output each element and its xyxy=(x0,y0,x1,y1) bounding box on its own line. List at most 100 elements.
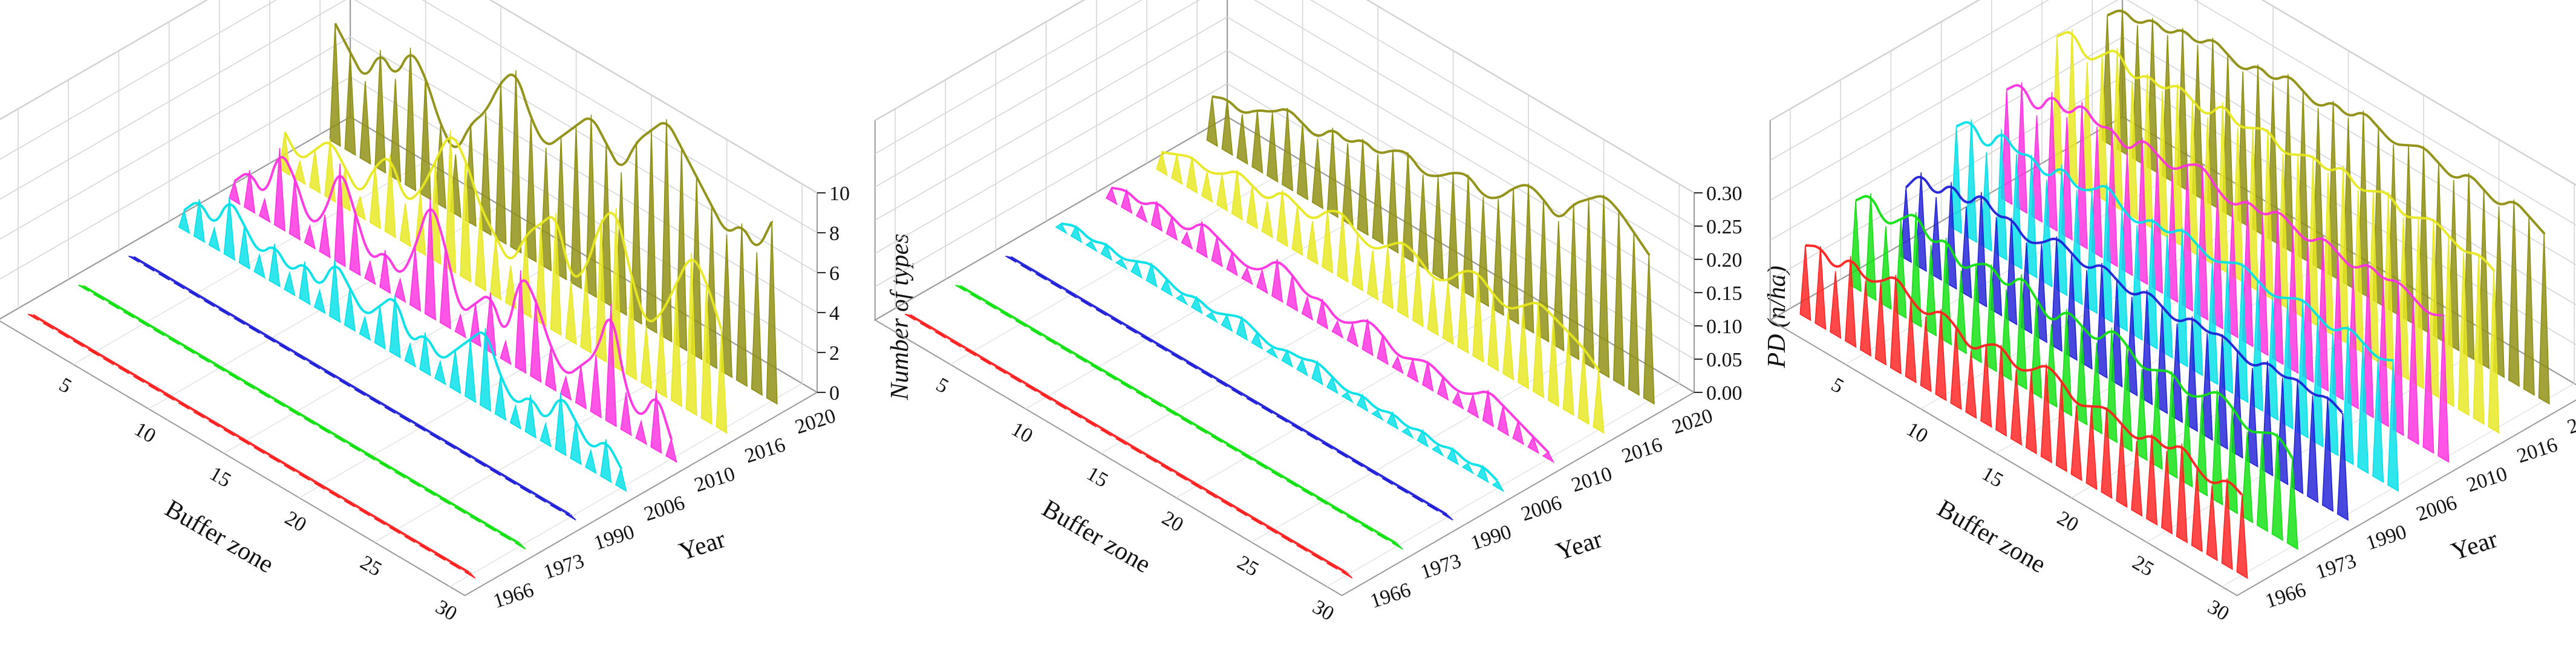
series-2016 xyxy=(279,130,728,434)
z-tick-label: 0.00 xyxy=(1706,382,1743,405)
series-1973 xyxy=(78,284,526,550)
bar-2006-30 xyxy=(1492,480,1505,493)
bar-2020-29 xyxy=(2523,216,2535,396)
x-axis-label: Buffer zone xyxy=(160,495,278,579)
bar-2016-17 xyxy=(520,234,532,319)
bar-2010-23 xyxy=(1436,375,1449,401)
x-tick-label: 25 xyxy=(2128,551,2157,581)
bar-1973-22 xyxy=(2166,371,2178,479)
bar-1966-9 xyxy=(1920,316,1932,392)
bar-2006-26 xyxy=(2327,333,2339,457)
bar-1990-6 xyxy=(1975,192,1987,308)
bar-2020-22 xyxy=(1522,183,1534,334)
bar-2016-26 xyxy=(1532,301,1544,398)
bar-2006-15 xyxy=(1265,347,1279,359)
bar-2006-9 xyxy=(2071,189,2083,305)
bar-2006-14 xyxy=(374,305,386,350)
bar-2020-18 xyxy=(1462,174,1474,299)
bar-2020-29 xyxy=(751,252,763,396)
bar-2020-7 xyxy=(2192,45,2203,201)
bar-2016-25 xyxy=(641,325,653,389)
series-2006 xyxy=(1951,119,2399,492)
bar-2010-10 xyxy=(2136,137,2148,285)
bar-2010-22 xyxy=(1422,361,1434,392)
bar-2010-19 xyxy=(1377,334,1389,365)
bar-2006-20 xyxy=(1341,391,1354,404)
bar-2020-3 xyxy=(1236,114,1248,165)
bar-2010-24 xyxy=(1452,391,1464,410)
bar-2016-24 xyxy=(625,276,637,381)
year-tick-label: 2006 xyxy=(642,492,688,525)
bar-2006-19 xyxy=(2222,262,2234,394)
curve-2006 xyxy=(183,202,622,470)
bar-2016-25 xyxy=(1518,305,1530,389)
bar-2006-28 xyxy=(2357,342,2369,475)
bar-1990-13 xyxy=(2081,270,2093,370)
bar-2020-30 xyxy=(1643,254,1655,405)
bar-2020-21 xyxy=(1507,187,1519,325)
bar-2006-25 xyxy=(1417,429,1429,448)
bar-2020-10 xyxy=(1342,143,1354,227)
bar-2016-14 xyxy=(475,207,487,292)
bar-1990-23 xyxy=(2231,351,2243,459)
bar-1966-22 xyxy=(2116,424,2128,508)
year-tick-label: 2020 xyxy=(2565,405,2576,438)
bar-2020-8 xyxy=(2206,37,2219,210)
year-tick-label: 2010 xyxy=(692,463,738,496)
bar-2010-10 xyxy=(364,259,376,285)
bar-2006-18 xyxy=(434,359,446,386)
series-1990 xyxy=(1005,255,1453,521)
curve-1990 xyxy=(1010,256,1449,516)
bar-2020-18 xyxy=(585,114,597,299)
bar-1966-5 xyxy=(1860,281,1872,357)
bar-2010-22 xyxy=(545,348,557,392)
bar-1966-4 xyxy=(1845,256,1857,348)
bar-2006-21 xyxy=(1356,393,1369,412)
bar-2010-14 xyxy=(424,197,436,321)
bar-2006-13 xyxy=(2131,225,2143,341)
year-tick-label: 2010 xyxy=(2464,463,2510,496)
bar-2020-5 xyxy=(390,79,402,183)
bar-1990-1 xyxy=(1900,187,1912,264)
bar-2010-3 xyxy=(258,197,271,223)
bar-2020-5 xyxy=(1267,112,1279,183)
bar-2006-11 xyxy=(1205,311,1219,324)
bar-1966-15 xyxy=(2010,369,2023,446)
bar-2006-29 xyxy=(600,439,612,483)
bar-2016-1 xyxy=(1156,150,1168,177)
bar-2006-18 xyxy=(2206,261,2219,386)
bar-2006-28 xyxy=(585,448,597,475)
bar-2020-14 xyxy=(525,119,537,263)
bar-1966-14 xyxy=(1995,345,2007,437)
bar-2010-28 xyxy=(635,419,647,446)
bar-2010-1 xyxy=(229,179,241,206)
bar-1966-17 xyxy=(2040,363,2052,464)
bar-1966-18 xyxy=(2055,380,2067,473)
bar-1966-29 xyxy=(2221,478,2233,570)
bar-2010-11 xyxy=(1256,268,1268,294)
bar-1973-5 xyxy=(1910,212,1922,328)
year-tick-label: 1973 xyxy=(541,550,587,584)
year-tick-label: 1973 xyxy=(1418,550,1464,584)
z-tick-label: 0.05 xyxy=(1706,349,1743,371)
curve-1973 xyxy=(1855,195,2294,460)
year-tick-label: 2006 xyxy=(2414,492,2460,525)
bar-2020-15 xyxy=(540,148,552,271)
bar-1966-11 xyxy=(1950,326,1962,411)
bar-2006-8 xyxy=(2056,164,2068,297)
x-tick-label: 20 xyxy=(281,507,310,536)
bar-2020-7 xyxy=(1297,123,1309,201)
z-tick-label: 0.10 xyxy=(1706,316,1743,338)
bar-2010-8 xyxy=(1211,236,1223,268)
series-1990 xyxy=(1900,172,2349,521)
curve-2010 xyxy=(1111,186,1550,454)
bar-2020-9 xyxy=(1326,128,1339,218)
year-axis-label: Year xyxy=(2448,525,2501,567)
bar-2016-21 xyxy=(580,270,592,354)
curve-2010 xyxy=(2006,84,2445,317)
year-tick-label: 1966 xyxy=(2263,579,2309,613)
bar-1990-27 xyxy=(2292,379,2304,495)
bar-2006-15 xyxy=(389,294,401,359)
